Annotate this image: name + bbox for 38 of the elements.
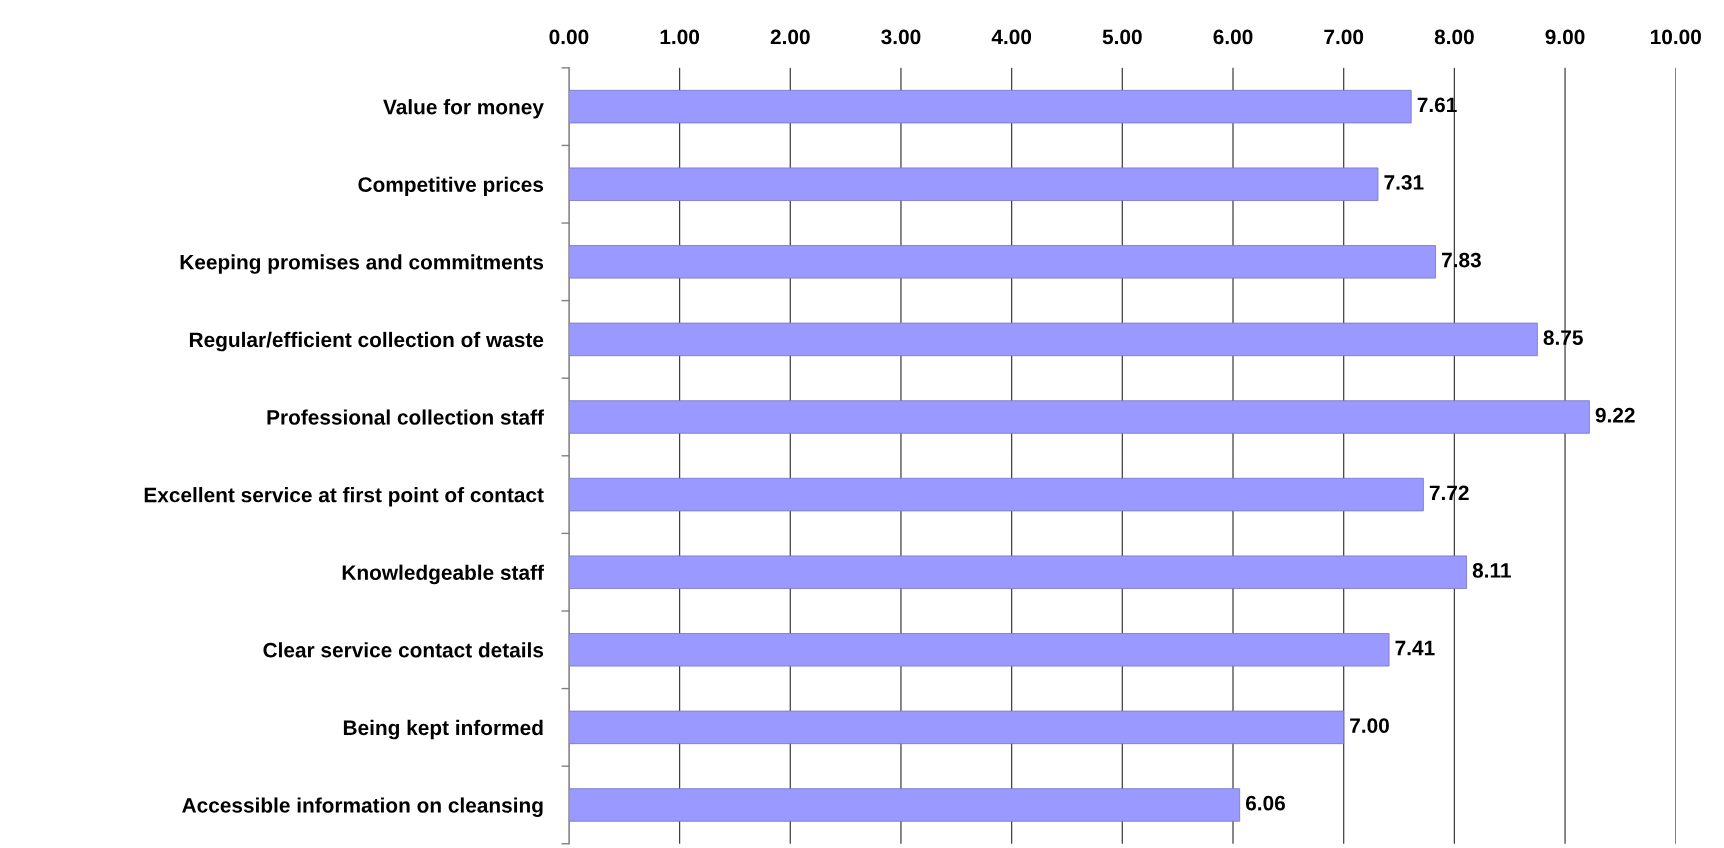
bar (568, 322, 1538, 357)
bar (568, 477, 1424, 512)
bar (568, 788, 1241, 822)
bar (568, 710, 1345, 745)
bar (568, 633, 1390, 667)
y-tick-label: Knowledgeable staff (342, 564, 544, 585)
bar (568, 167, 1379, 201)
bar (568, 245, 1436, 279)
y-tick-label: Value for money (383, 99, 544, 119)
x-tick-label: 7.00 (1324, 29, 1364, 45)
y-tick-label: Professional collection staff (267, 409, 544, 425)
bar (568, 555, 1467, 589)
x-tick-label: 3.00 (881, 29, 921, 45)
data-label: 7.31 (1384, 175, 1424, 190)
x-tick-label: 8.00 (1434, 29, 1474, 45)
y-tick-label: Accessible information on cleansing (182, 797, 543, 817)
y-tick-label: Regular/efficient collection of waste (189, 331, 544, 352)
y-tick-label: Clear service contact details (263, 642, 544, 658)
data-label: 7.00 (1350, 718, 1389, 733)
x-tick-label: 2.00 (770, 29, 810, 45)
y-tick-label: Competitive prices (358, 176, 544, 197)
data-label: 8.75 (1543, 330, 1583, 345)
data-label: 6.06 (1245, 795, 1285, 811)
x-tick-label: 4.00 (991, 29, 1032, 45)
x-tick-label: 0.00 (549, 29, 589, 45)
x-tick-label: 9.00 (1545, 29, 1585, 45)
data-label: 9.22 (1595, 407, 1635, 423)
x-tick-label: 6.00 (1213, 29, 1253, 45)
y-tick-label: Being kept informed (343, 719, 543, 740)
data-label: 7.41 (1395, 640, 1435, 656)
y-tick-label: Excellent service at first point of contact (144, 487, 544, 507)
x-tick-label: 1.00 (660, 29, 700, 45)
x-tick-label: 5.00 (1102, 29, 1142, 45)
bar (568, 89, 1412, 124)
bar (568, 400, 1590, 434)
x-tick-label: 10.00 (1650, 29, 1701, 45)
y-tick-label: Keeping promises and commitments (180, 254, 544, 274)
data-label: 8.11 (1472, 563, 1511, 578)
